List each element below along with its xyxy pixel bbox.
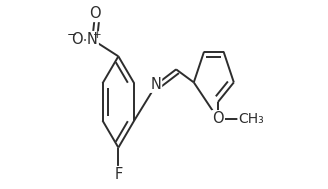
Text: −: − <box>67 28 77 41</box>
Text: N: N <box>150 77 161 92</box>
Text: +: + <box>93 30 102 40</box>
Text: O: O <box>212 111 224 126</box>
Text: N: N <box>87 32 98 47</box>
Text: F: F <box>114 167 122 182</box>
Text: CH₃: CH₃ <box>238 112 264 126</box>
Text: O: O <box>89 6 101 21</box>
Text: O: O <box>72 32 83 47</box>
